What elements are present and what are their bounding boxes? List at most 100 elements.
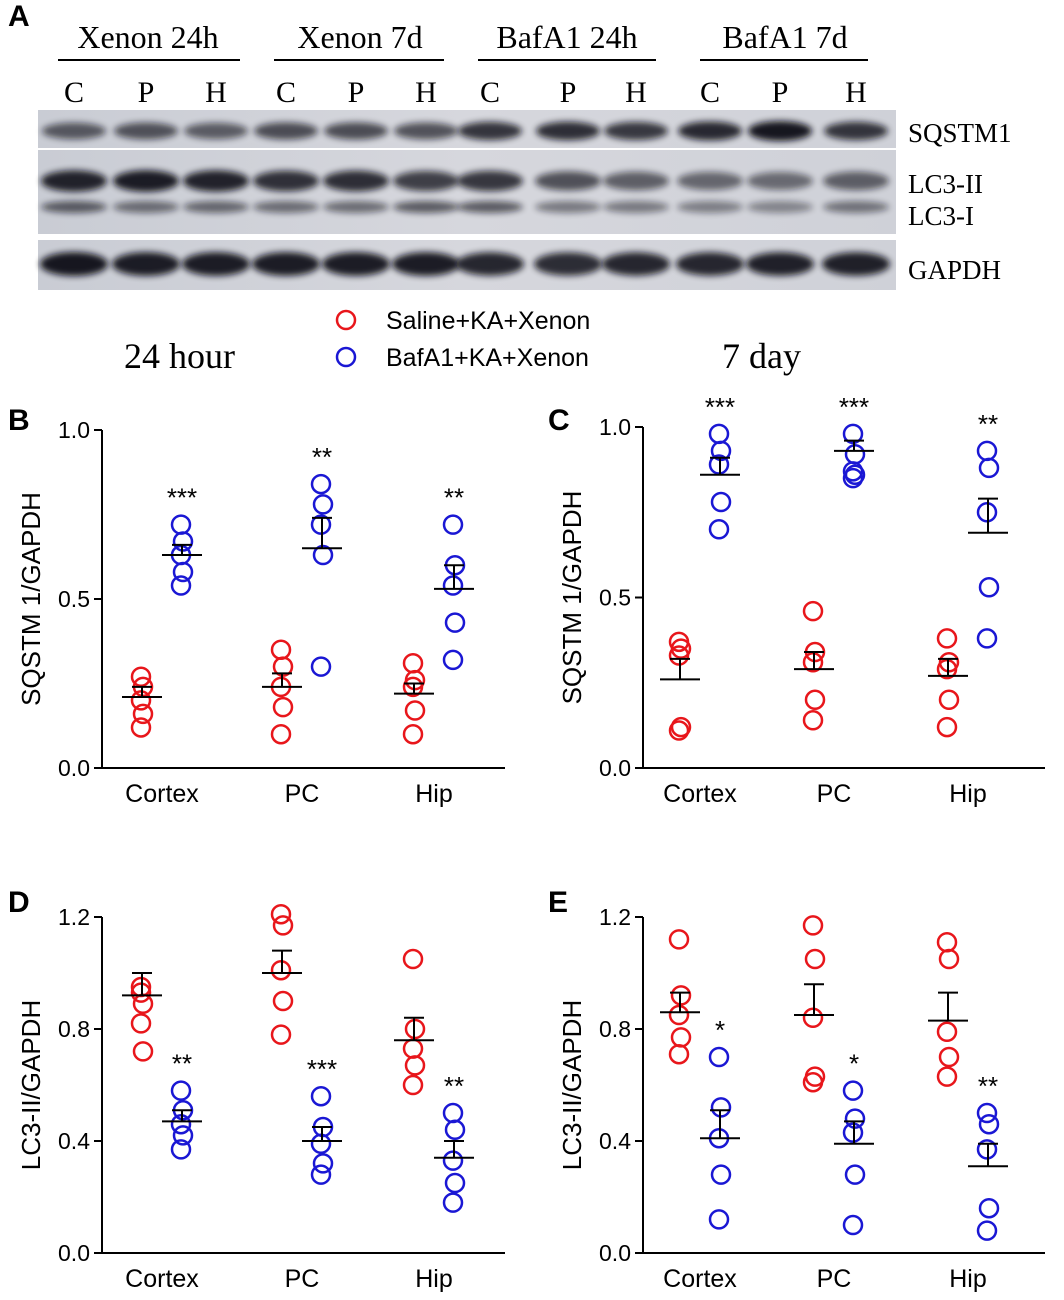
band-lc3-i — [747, 201, 813, 213]
band-label-lc3-ii: LC3-II — [908, 169, 983, 199]
data-point — [802, 1071, 824, 1093]
data-point — [402, 676, 424, 698]
y-tick-label: 0.4 — [599, 1128, 631, 1154]
band-lc3-i — [113, 201, 179, 213]
data-point — [804, 948, 826, 970]
band-lc3-i — [603, 201, 669, 213]
blot-group-header: BafA1 7d — [722, 19, 847, 55]
x-category-label: Hip — [415, 780, 453, 808]
band-gapdh — [252, 252, 320, 276]
band-lc3-ii — [253, 170, 319, 192]
x-category-label: Hip — [949, 780, 987, 808]
blot-membrane-lc3 — [38, 150, 896, 234]
x-category-label: PC — [817, 1265, 852, 1293]
significance-label: * — [849, 1049, 859, 1079]
significance-label: ** — [978, 409, 998, 439]
data-point — [976, 440, 998, 462]
band-sqstm1 — [114, 122, 178, 140]
data-point — [938, 1046, 960, 1068]
significance-label: *** — [307, 1054, 337, 1084]
data-point — [842, 1080, 864, 1101]
band-lc3-ii — [677, 171, 743, 191]
blot-lane-label: P — [138, 76, 155, 109]
data-point — [310, 656, 332, 677]
timepoint-label-24h: 24 hour — [124, 336, 235, 376]
blot-lane-label: H — [205, 76, 227, 109]
band-sqstm1 — [254, 122, 318, 140]
data-point — [978, 577, 1000, 598]
x-category-label: Hip — [415, 1265, 453, 1293]
band-sqstm1 — [536, 121, 600, 141]
band-sqstm1 — [748, 121, 812, 141]
data-point — [130, 717, 152, 738]
data-point — [272, 990, 294, 1012]
blot-lane-label: C — [700, 76, 720, 109]
data-point — [310, 1085, 332, 1107]
data-point — [668, 720, 690, 741]
band-gapdh — [534, 252, 602, 276]
data-point — [710, 491, 732, 513]
data-point — [170, 575, 192, 596]
band-gapdh — [182, 252, 250, 276]
band-lc3-ii — [603, 171, 669, 191]
legend: Saline+KA+Xenon BafA1+KA+Xenon — [335, 307, 590, 372]
panel-label-a: A — [8, 0, 30, 33]
data-point — [842, 1214, 864, 1236]
x-category-label: PC — [285, 780, 320, 808]
band-gapdh — [322, 252, 390, 276]
band-gapdh — [676, 252, 744, 276]
band-sqstm1 — [42, 122, 106, 140]
data-point — [444, 1119, 466, 1141]
x-category-label: Hip — [949, 1265, 987, 1293]
band-gapdh — [822, 252, 890, 276]
data-point — [270, 723, 292, 745]
data-point — [312, 1153, 334, 1174]
y-tick-label: 0.5 — [58, 586, 90, 612]
data-point — [170, 1139, 192, 1160]
data-point — [130, 1013, 152, 1034]
panel-label-b: B — [8, 404, 30, 437]
blot-lane-label: H — [415, 76, 437, 109]
band-lc3-i — [253, 201, 319, 213]
band-gapdh — [112, 252, 180, 276]
band-label-lc3-i: LC3-I — [908, 201, 974, 231]
data-point — [802, 710, 824, 731]
significance-label: *** — [839, 392, 869, 422]
legend-marker-red — [335, 309, 357, 331]
x-category-label: Cortex — [663, 1265, 737, 1293]
band-lc3-i — [823, 201, 889, 213]
band-sqstm1 — [458, 121, 522, 141]
data-point — [708, 1046, 730, 1068]
band-gapdh — [392, 252, 460, 276]
blot-lane-label: H — [845, 76, 867, 109]
data-point — [936, 931, 958, 953]
data-point — [444, 1172, 466, 1194]
blot-group-header: Xenon 7d — [297, 19, 422, 55]
data-point — [802, 600, 824, 622]
band-lc3-ii — [323, 170, 389, 192]
data-point — [978, 1197, 1000, 1219]
blot-lane-label: C — [480, 76, 500, 109]
data-point — [402, 948, 424, 970]
x-category-label: PC — [285, 1265, 320, 1293]
blot-lane-label: P — [560, 76, 577, 109]
y-tick-label: 1.2 — [599, 904, 631, 930]
significance-label: ** — [978, 1071, 998, 1101]
significance-label: *** — [167, 483, 197, 513]
band-gapdh — [602, 252, 670, 276]
y-tick-label: 0.8 — [599, 1016, 631, 1042]
band-lc3-ii — [113, 170, 179, 192]
blot-lane-label: C — [64, 76, 84, 109]
data-point — [804, 689, 826, 711]
legend-label: Saline+KA+Xenon — [386, 307, 590, 335]
band-lc3-i — [457, 201, 523, 213]
data-point — [710, 1164, 732, 1185]
significance-label: ** — [312, 442, 332, 472]
x-category-label: Cortex — [125, 780, 199, 808]
band-gapdh — [456, 252, 524, 276]
data-point — [802, 915, 824, 936]
data-point — [402, 1038, 424, 1059]
data-point — [310, 473, 332, 495]
data-point — [442, 649, 464, 671]
y-tick-label: 0.0 — [58, 755, 90, 781]
